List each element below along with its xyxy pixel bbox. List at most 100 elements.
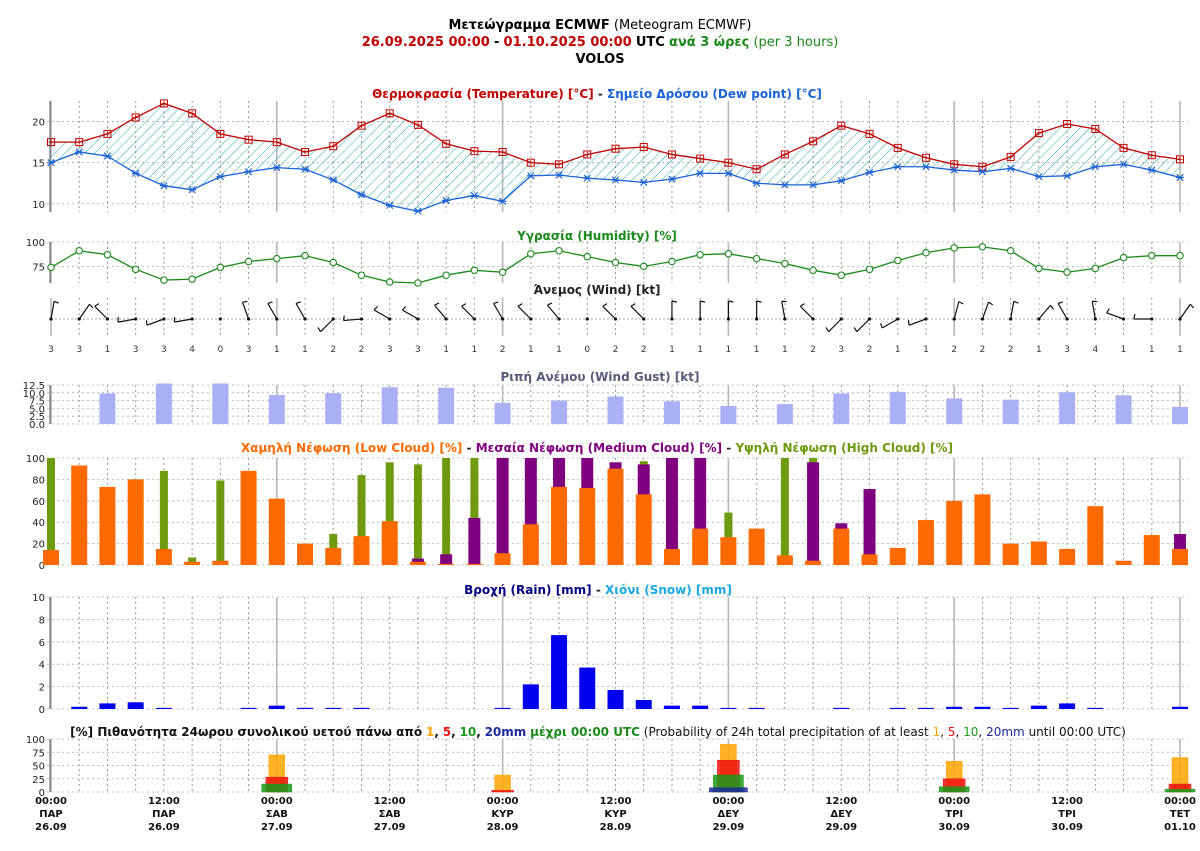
day-label: ΔΕΥ: [830, 809, 853, 820]
gust-bar: [155, 383, 172, 424]
wind-speed-label: 2: [980, 345, 986, 355]
wind-station-dot: [585, 317, 589, 321]
wind-speed-label: 2: [330, 345, 336, 355]
low-cloud-bar: [776, 555, 793, 565]
wind-barb: [50, 301, 55, 320]
y-tick-label: 10: [32, 593, 45, 604]
humidity-point: [498, 268, 507, 277]
wind-barb: [630, 305, 645, 320]
prob-bar-p10: [1164, 789, 1196, 793]
temp-point: [696, 154, 705, 163]
wind-station-dot: [924, 317, 928, 321]
wind-speed-label: 2: [613, 345, 619, 355]
wind-barb: [856, 318, 870, 333]
wind-station-dot: [811, 317, 815, 321]
humidity-point: [188, 275, 196, 283]
wind-barb: [117, 318, 136, 323]
low-cloud-bar: [635, 494, 652, 565]
wind-barb-flag: [800, 303, 805, 307]
time-label: 00:00: [487, 796, 519, 807]
date-label: 29.09: [825, 822, 857, 833]
temp-point: [1119, 143, 1128, 152]
wind-panel: 3 3 1 3 3 4 0 3 1 1 2 2 3 3 1 1 2 1 1 0 2 2 1 1 1 1 1 2 3 2 1 1 2 2 2 1 3 4 1 1…: [48, 298, 1195, 355]
rain-bar: [268, 705, 285, 709]
prob-title-c1: ,: [434, 725, 439, 739]
temp-point: [752, 165, 761, 174]
wind-barb: [241, 301, 250, 320]
low-cloud-bar: [381, 521, 398, 565]
step-english: (per 3 hours): [753, 35, 839, 50]
time-label: 00:00: [938, 796, 970, 807]
rain-bar: [1172, 706, 1188, 709]
humidity-point: [1035, 264, 1043, 273]
precip-title-sep: -: [596, 583, 601, 597]
high-cloud-bar: [780, 458, 789, 565]
low-cloud-bar: [99, 486, 116, 565]
wind-barb: [434, 304, 447, 320]
chart-title: Μετεώγραμμα ECMWF (Meteogram ECMWF): [0, 18, 1200, 34]
temp-panel-title: Θερμοκρασία (Temperature) [°C] - Σημείο …: [372, 87, 822, 101]
day-label: ΣΑΒ: [266, 809, 288, 820]
date-label: 27.09: [374, 822, 406, 833]
y-tick-label: 75: [32, 262, 45, 273]
prob-title-10: 10: [459, 725, 476, 739]
low-cloud-title: Χαμηλή Νέφωση (Low Cloud) [%]: [241, 441, 462, 455]
rain-bar: [99, 703, 116, 709]
wind-barb: [1038, 304, 1051, 320]
wind-barb: [953, 301, 960, 320]
rain-bar: [240, 707, 257, 709]
wind-speed-label: 1: [274, 345, 280, 355]
humidity-point: [752, 254, 761, 263]
medium-cloud-bar: [807, 462, 820, 565]
medium-cloud-bar: [665, 458, 678, 565]
medium-cloud-bar: [440, 554, 453, 565]
temp-point: [329, 142, 338, 151]
rain-bar: [325, 707, 342, 709]
wind-barb-flag: [145, 320, 148, 326]
wind-station-dot: [839, 317, 843, 321]
date-label: 30.09: [1051, 822, 1083, 833]
high-cloud-bar: [413, 464, 422, 565]
wind-station-dot: [275, 317, 279, 321]
wind-barb: [547, 304, 560, 320]
wind-barb-flag: [242, 300, 248, 303]
date-separator: -: [494, 35, 500, 50]
y-tick-label: 100: [26, 238, 45, 249]
time-label: 12:00: [1051, 796, 1083, 807]
y-tick-label: 25: [32, 775, 45, 786]
high-cloud-bar: [188, 557, 197, 565]
low-cloud-bar: [1030, 541, 1047, 565]
day-label: ΣΑΒ: [379, 809, 401, 820]
wind-barb-flag: [907, 320, 910, 326]
y-tick-label: 15: [32, 159, 45, 170]
cloud-title-sep1: -: [467, 441, 472, 455]
wind-barb: [828, 318, 842, 333]
wind-station-dot: [670, 317, 674, 321]
wind-speed-label: 1: [1149, 345, 1155, 355]
wind-title: Άνεμος (Wind) [kt]: [533, 283, 660, 297]
humidity-point: [583, 252, 592, 261]
temp-point: [75, 138, 84, 147]
temp-point: [1147, 151, 1156, 160]
wind-barb: [1057, 303, 1068, 320]
low-cloud-bar: [889, 547, 906, 565]
prob-eng-end: until 00:00 UTC): [1029, 725, 1126, 739]
y-tick-label: 2: [39, 683, 45, 694]
wind-barb-flag: [317, 327, 322, 333]
low-cloud-bar: [43, 550, 59, 565]
utc-label: UTC: [635, 35, 665, 50]
wind-station-dot: [416, 317, 420, 321]
prob-title-20: 20mm: [485, 725, 527, 739]
humidity-title: Υγρασία (Humidity) [%]: [516, 229, 677, 243]
rain-bar: [974, 706, 991, 709]
temp-point: [865, 129, 874, 138]
temp-point: [809, 137, 818, 146]
rain-bar: [917, 707, 934, 709]
gust-bar: [268, 394, 285, 424]
wind-barb: [493, 303, 504, 320]
humidity-point: [131, 265, 140, 274]
wind-barb-flag: [1189, 303, 1195, 309]
y-tick-label: 20: [32, 118, 45, 129]
gust-bar: [551, 400, 568, 424]
y-tick-label: 0: [39, 705, 45, 716]
